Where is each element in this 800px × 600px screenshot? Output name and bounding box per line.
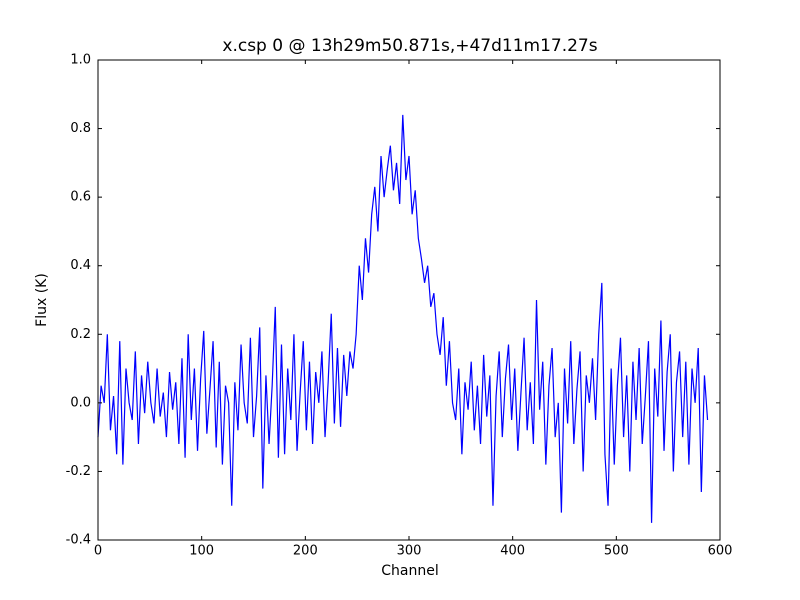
y-axis-label: Flux (K): [34, 273, 50, 327]
chart-title: x.csp 0 @ 13h29m50.871s,+47d11m17.27s: [222, 36, 597, 56]
y-tick-label: 0.0: [70, 395, 91, 410]
x-tick-label: 600: [708, 544, 733, 559]
y-tick-label: 0.6: [70, 190, 91, 205]
x-tick-label: 500: [604, 544, 629, 559]
y-tick-label: 0.8: [70, 121, 91, 136]
y-tick-label: 1.0: [70, 53, 91, 68]
y-tick-label: -0.4: [66, 533, 91, 548]
x-tick-label: 400: [500, 544, 525, 559]
x-tick-label: 100: [189, 544, 214, 559]
x-tick-label: 0: [94, 544, 102, 559]
x-tick-label: 300: [397, 544, 422, 559]
y-tick-label: -0.2: [66, 464, 91, 479]
data-line: [97, 114, 709, 523]
y-tick-label: 0.4: [70, 258, 91, 273]
y-tick-label: 0.2: [70, 327, 91, 342]
x-tick-label: 200: [293, 544, 318, 559]
x-axis-label: Channel: [381, 563, 438, 579]
